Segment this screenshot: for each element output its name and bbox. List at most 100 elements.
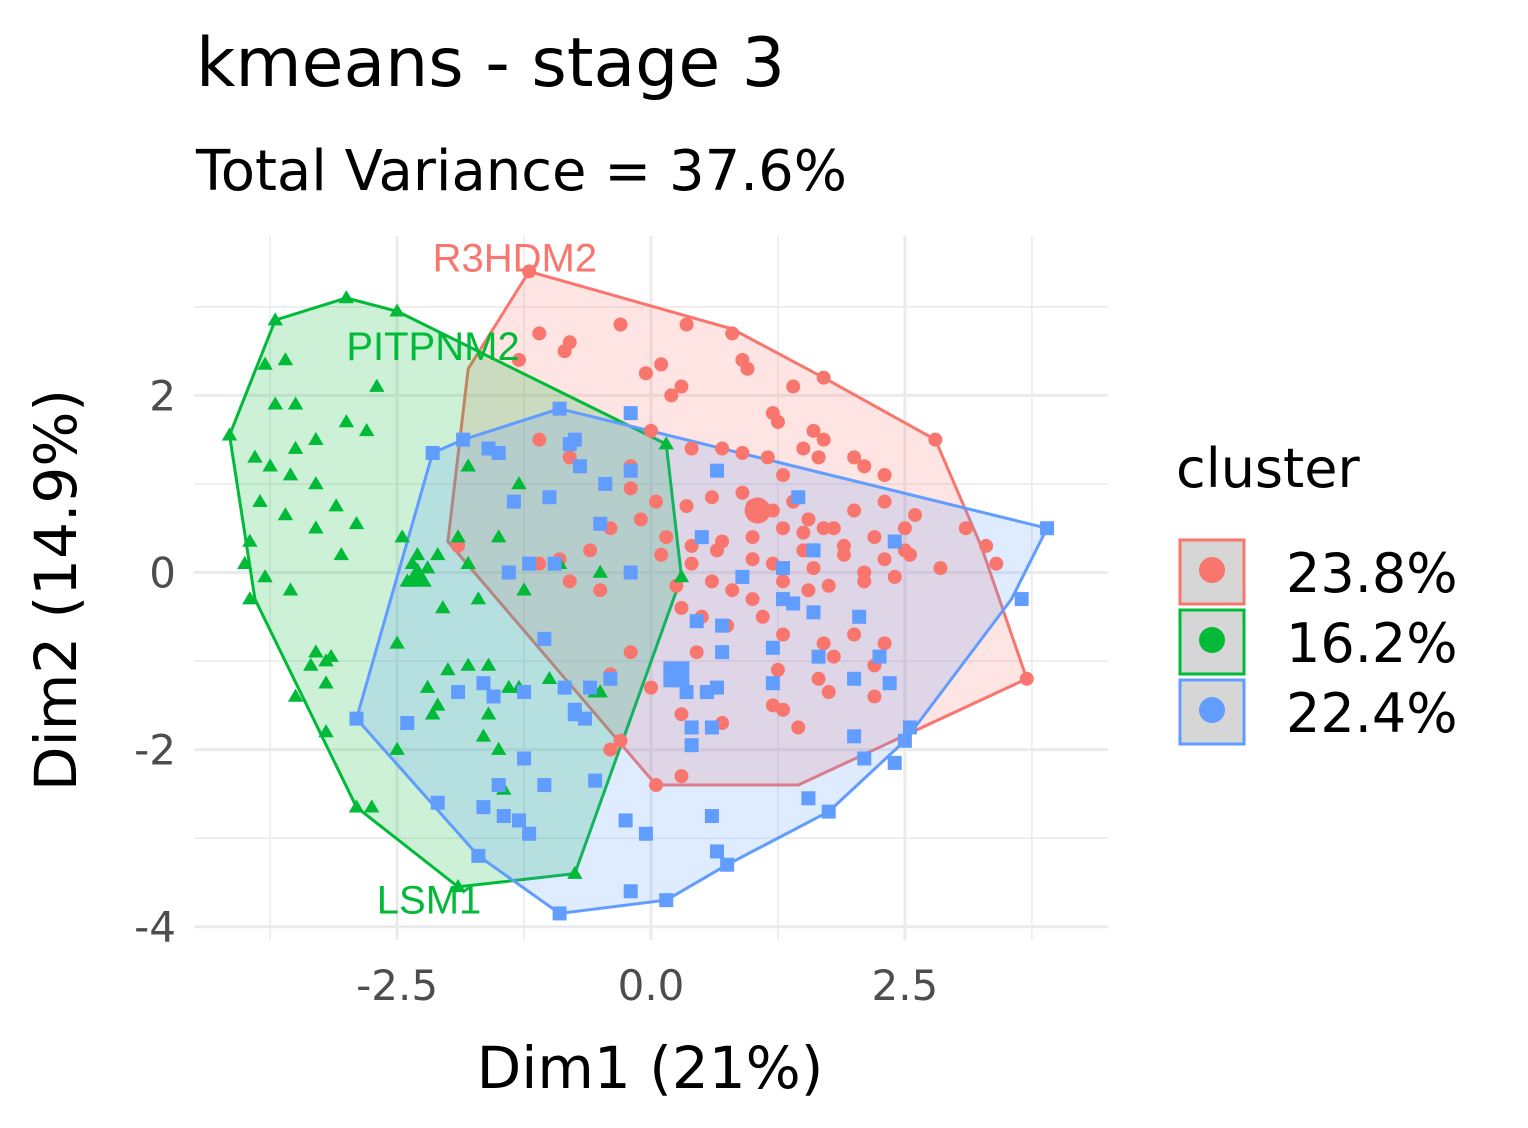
data-point [262,458,278,472]
data-point [877,494,892,509]
data-point [674,379,689,394]
legend-key-marker [1199,627,1225,653]
data-point [684,556,699,571]
data-point [598,476,613,491]
legend-title: cluster [1176,437,1360,500]
data-point [476,800,491,815]
data-point [847,503,862,518]
data-point [506,494,521,509]
data-point [710,543,725,558]
data-point [654,547,669,562]
data-point [765,676,780,691]
data-point [644,423,658,438]
data-point [567,432,582,447]
data-point [257,569,273,583]
data-point [282,467,299,481]
data-point [872,649,887,664]
data-point [593,583,608,598]
data-point [451,685,466,700]
point-label: LSM1 [377,878,482,922]
data-point [389,741,405,755]
data-point [816,432,831,447]
data-point [689,614,704,629]
data-point [633,512,648,527]
data-point [704,574,719,589]
data-point [674,600,689,615]
data-point [567,702,582,717]
data-point [735,569,750,584]
data-point [572,459,587,474]
data-point [440,662,456,676]
point-label: R3HDM2 [433,236,597,280]
data-point [740,361,755,376]
data-point [389,635,405,649]
legend: cluster 23.8% 16.2% 22.4% [1176,437,1458,746]
data-point [247,449,263,463]
data-point [425,445,440,460]
data-point [542,490,557,505]
data-point [735,485,750,500]
data-point [658,436,674,450]
data-point [409,546,426,561]
data-point [349,711,364,726]
data-point [908,507,923,522]
data-point [857,574,872,589]
data-point [776,702,791,717]
data-point [623,565,638,580]
data-point [710,844,725,859]
data-point [450,529,466,543]
data-point [552,401,567,416]
data-point [811,649,826,664]
chart-title: kmeans - stage 3 [196,24,785,103]
data-point [603,742,618,757]
data-point [796,525,811,540]
data-point [786,379,801,394]
data-point [603,671,618,686]
data-point [267,396,283,410]
data-point [486,689,501,704]
point-labels: R3HDM2 PITPNM2 LSM1 [346,236,597,922]
data-point [450,879,466,893]
legend-entry-label: 23.8% [1286,542,1458,605]
data-point [897,521,912,536]
data-point [557,344,572,359]
data-point [333,546,349,561]
data-point [532,326,547,341]
legend-key-marker [1199,557,1225,583]
data-point [725,583,740,598]
data-point [588,773,603,788]
data-point [765,640,780,655]
data-point [623,884,638,899]
data-point [338,290,355,304]
data-point [541,670,558,685]
data-point [776,574,791,589]
data-point [745,592,760,607]
data-point [979,538,994,553]
data-point [451,538,466,553]
data-point [852,609,867,624]
legend-key-marker [1199,697,1225,723]
data-point [791,720,806,735]
data-point [806,605,821,620]
data-point [501,679,517,693]
data-point [490,529,507,543]
y-tick-label: -4 [134,903,176,952]
data-point [318,675,334,689]
y-tick-label: 0 [149,549,176,598]
data-point [897,733,912,748]
data-point [638,366,653,381]
data-point [989,556,1004,571]
data-point [877,468,892,483]
data-point [806,543,821,558]
y-tick-label: 2 [149,371,176,420]
data-point [430,546,446,561]
cluster-centroid [744,497,771,524]
data-point [770,662,785,677]
data-point [887,534,902,549]
x-axis-ticks: -2.5 0.0 2.5 [356,961,938,1010]
data-point [364,799,380,813]
legend-key [1178,608,1246,676]
data-point [826,521,841,536]
data-point [490,741,507,755]
legend-key [1178,538,1246,606]
